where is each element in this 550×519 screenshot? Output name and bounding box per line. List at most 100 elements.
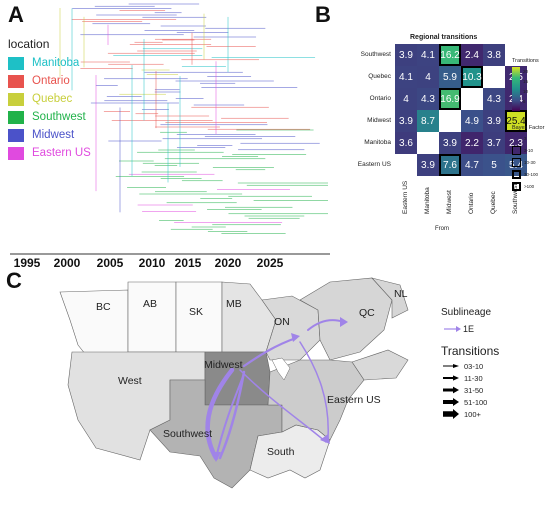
heatmap-cell: 4.7 — [461, 154, 483, 176]
sublineage-label: 1E — [463, 324, 475, 334]
heatmap-column-label: Eastern US — [402, 180, 409, 214]
bayes-factor-box — [512, 170, 521, 179]
arrow-ontario-eastern — [299, 341, 329, 439]
heatmap-cell: 2.3 — [505, 132, 527, 154]
sublineage-title: Sublineage — [441, 307, 492, 318]
region-eastern-us — [267, 359, 365, 441]
color-scale-tick: 10 — [523, 89, 529, 94]
bayes-factor-label: >100 — [524, 184, 535, 189]
location-legend-title: location — [8, 37, 50, 51]
heatmap-column-label: Quebec — [490, 191, 497, 214]
heatmap-cell: 3.8 — [483, 44, 505, 66]
location-label: Southwest — [32, 111, 86, 123]
region-nl — [371, 277, 409, 319]
heatmap-cell: 4.1 — [417, 44, 439, 66]
location-swatch — [8, 56, 24, 70]
phylogenetic-tree — [59, 3, 328, 234]
location-swatch — [8, 128, 24, 142]
map-label-south: South — [267, 446, 295, 458]
transitions-color-legend: Transitions 20 15 10 5 — [512, 58, 539, 111]
heatmap-cell: 3.7 — [483, 132, 505, 154]
location-swatch — [8, 146, 24, 160]
transitions-arrow-icon — [443, 409, 459, 419]
heatmap-cell: 4.9 — [461, 110, 483, 132]
heatmap-row-label: Eastern US — [357, 161, 391, 168]
transitions-legend-item: 51-100 — [441, 396, 499, 408]
heatmap-cell: 4 — [417, 66, 439, 88]
location-legend-item: Ontario — [8, 72, 128, 90]
heatmap-row-label: Manitoba — [364, 139, 391, 146]
heatmap-column-label: Ontario — [468, 192, 475, 214]
heatmap-cell: 3.9 — [395, 110, 417, 132]
sublineage-legend: Sublineage 1E — [441, 307, 491, 334]
heatmap-row-label: Ontario — [369, 95, 391, 102]
timeline-tick-label: 2020 — [214, 256, 242, 270]
arrow-midwest-southwest-b — [218, 370, 246, 460]
color-scale-tick: 15 — [523, 79, 529, 84]
location-label: Manitoba — [32, 57, 80, 69]
heatmap-cell: 7.6 — [439, 154, 461, 176]
location-legend-item: Eastern US — [8, 144, 128, 162]
arrow-midwest-southeast — [239, 369, 327, 443]
transitions-arrow-icon — [443, 386, 459, 394]
panel-letter-a: A — [8, 2, 24, 27]
location-label: Ontario — [32, 75, 70, 87]
arrow-southwest-midwest — [215, 373, 245, 459]
transitions-legend-title: Transitions — [441, 344, 500, 358]
heatmap-cell: 4 — [395, 88, 417, 110]
heatmap-cell: 3.9 — [417, 154, 439, 176]
region-ab — [127, 281, 177, 353]
heatmap-cell: 5 — [483, 154, 505, 176]
region-bc — [59, 289, 129, 361]
heatmap-cell: 4.3 — [483, 88, 505, 110]
panel-letter-c: C — [6, 268, 22, 293]
heatmap-row-label: Midwest — [367, 117, 391, 124]
heatmap-cell: 2.4 — [461, 44, 483, 66]
location-swatch — [8, 110, 24, 124]
heatmap-title: Regional transitions — [410, 34, 478, 41]
location-label: Eastern US — [32, 147, 91, 159]
heatmap-cell: 5.9 — [439, 66, 461, 88]
region-southwest — [149, 379, 283, 489]
timeline-tick-label: 2005 — [96, 256, 124, 270]
bayes-factor-box — [512, 146, 521, 155]
bayes-factor-label: 3-10 — [524, 148, 534, 153]
bayes-factor-item: 30-100 — [512, 170, 544, 179]
heatmap-column-label: Midwest — [446, 190, 453, 214]
bayes-factor-box — [512, 182, 521, 191]
heatmap-cell: 16.9 — [439, 88, 461, 110]
x-axis-label: From — [435, 226, 449, 232]
heatmap-column-label: Manitoba — [424, 187, 431, 214]
map-label-mb: MB — [226, 298, 242, 310]
bayes-factor-label: 30-100 — [524, 172, 539, 177]
heatmap-cell: 3.9 — [395, 44, 417, 66]
location-label: Quebec — [32, 93, 73, 105]
region-mb — [221, 281, 277, 353]
bayes-factor-item: >100 — [512, 182, 544, 191]
timeline-tick-label: 1995 — [13, 256, 41, 270]
transitions-arrow-icon — [443, 364, 459, 368]
north-america-map — [59, 277, 409, 489]
heatmap-cell: 4.3 — [417, 88, 439, 110]
map-label-ab: AB — [143, 298, 158, 310]
map-label-southwest: Southwest — [163, 428, 213, 440]
map-label-eastern-us: Eastern US — [327, 394, 381, 406]
location-legend-item: Midwest — [8, 126, 128, 144]
transitions-legend-item: 100+ — [441, 408, 499, 420]
location-swatch — [8, 92, 24, 106]
transitions-legend-label: 31-50 — [464, 385, 484, 395]
bayes-factor-box — [512, 158, 521, 167]
transitions-legend-item: 31-50 — [441, 384, 499, 396]
location-legend: location Manitoba Ontario Quebec Southwest M… — [8, 37, 128, 162]
transitions-legend-label: 100+ — [464, 409, 481, 419]
transitions-arrow-icon — [443, 375, 459, 381]
heatmap-cell: 3.9 — [439, 132, 461, 154]
map-label-qc: QC — [359, 307, 375, 319]
timeline-tick-label: 2000 — [53, 256, 81, 270]
bayes-factor-item: 3 — [512, 134, 544, 143]
heatmap-cell: 5.4 — [505, 154, 527, 176]
region-great-lakes — [271, 357, 291, 381]
location-label: Midwest — [32, 129, 75, 141]
heatmap-cell: 4.1 — [395, 66, 417, 88]
heatmap-cell: 2.2 — [461, 132, 483, 154]
